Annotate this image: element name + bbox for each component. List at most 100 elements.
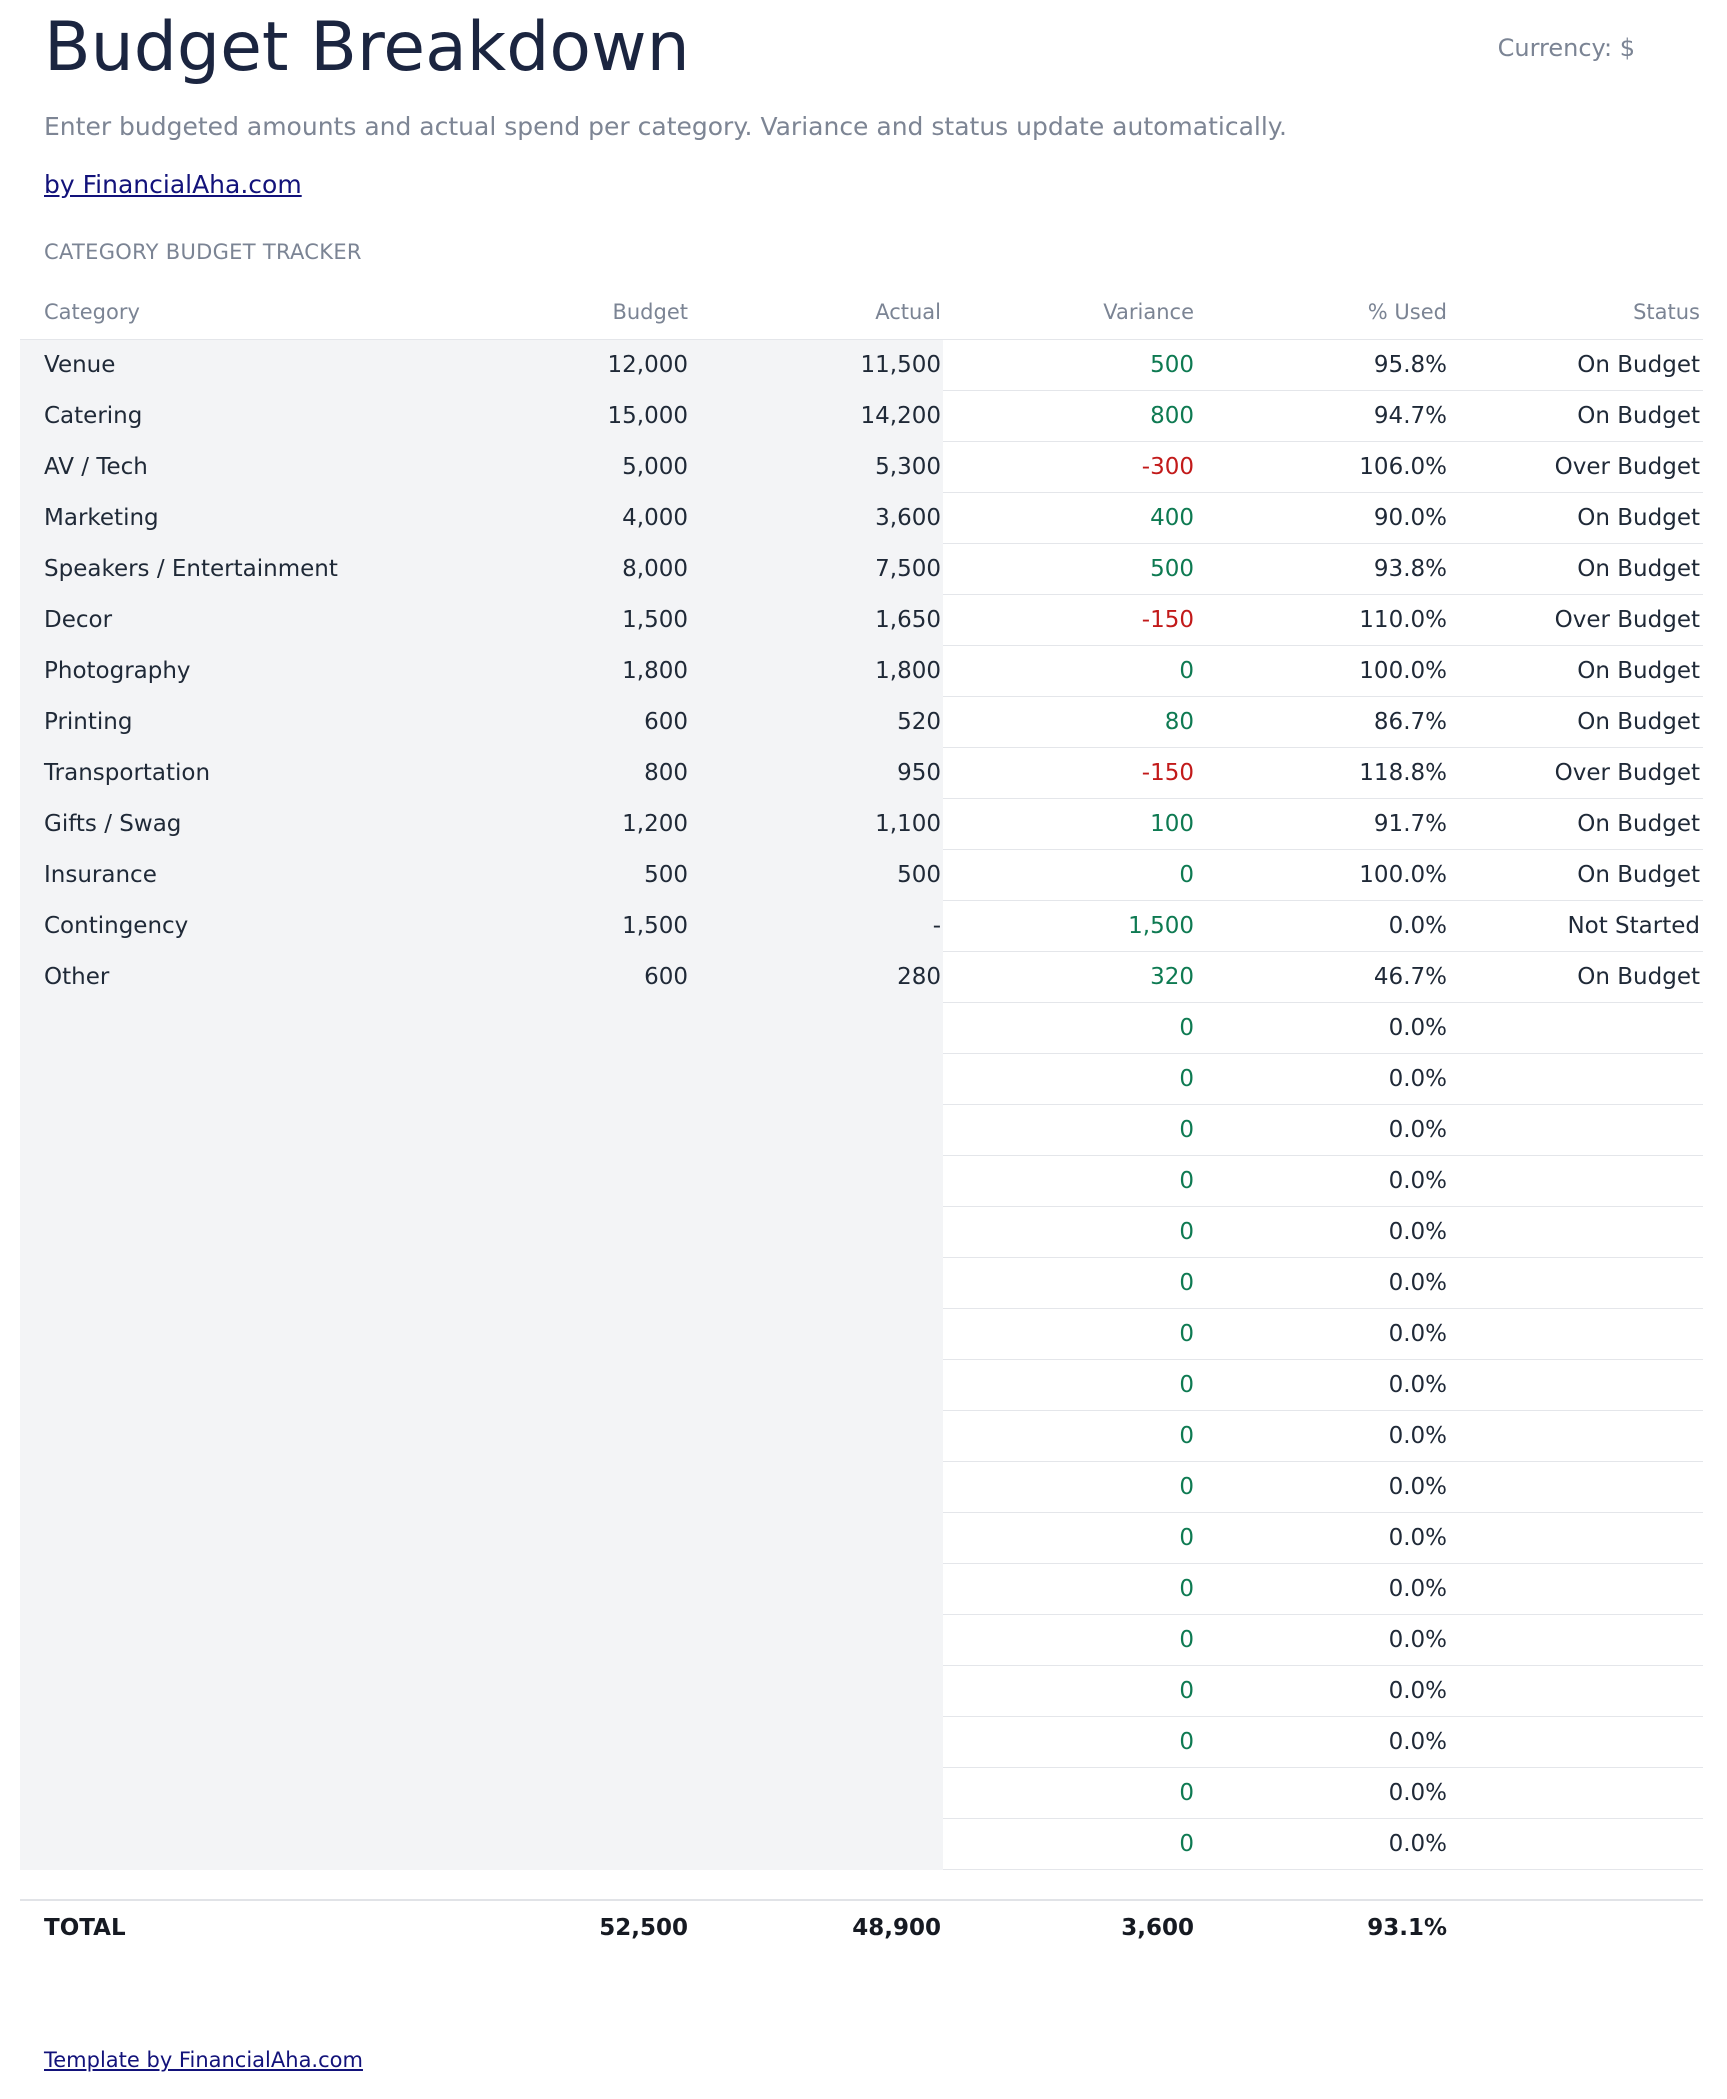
- cell-budget[interactable]: 15,000: [607, 403, 688, 429]
- table-row: 0 0.0%: [0, 1615, 1727, 1666]
- cell-pct-used: 0.0%: [1388, 1066, 1447, 1092]
- cell-pct-used: 95.8%: [1373, 352, 1447, 378]
- cell-budget[interactable]: 800: [644, 760, 688, 786]
- cell-category[interactable]: AV / Tech: [44, 454, 148, 480]
- cell-budget[interactable]: 1,500: [622, 913, 688, 939]
- cell-actual[interactable]: 1,100: [875, 811, 941, 837]
- row-divider: [943, 1563, 1703, 1564]
- cell-category[interactable]: Printing: [44, 709, 133, 735]
- page-title: Budget Breakdown: [44, 8, 690, 87]
- cell-status: On Budget: [1577, 658, 1700, 684]
- row-divider: [943, 1512, 1703, 1513]
- page-subtitle: Enter budgeted amounts and actual spend …: [44, 112, 1287, 141]
- cell-budget[interactable]: 600: [644, 709, 688, 735]
- cell-pct-used: 0.0%: [1388, 1525, 1447, 1551]
- cell-budget[interactable]: 1,200: [622, 811, 688, 837]
- cell-actual[interactable]: 520: [897, 709, 941, 735]
- cell-category[interactable]: Gifts / Swag: [44, 811, 182, 837]
- table-row: 0 0.0%: [0, 1411, 1727, 1462]
- section-heading: CATEGORY BUDGET TRACKER: [44, 240, 362, 264]
- cell-budget[interactable]: 1,800: [622, 658, 688, 684]
- cell-category[interactable]: Contingency: [44, 913, 189, 939]
- cell-category[interactable]: Photography: [44, 658, 191, 684]
- cell-actual[interactable]: 14,200: [860, 403, 941, 429]
- cell-variance: 0: [1179, 1678, 1194, 1704]
- cell-pct-used: 100.0%: [1359, 658, 1447, 684]
- table-row: 0 0.0%: [0, 1156, 1727, 1207]
- cell-status: Not Started: [1567, 913, 1700, 939]
- total-row: TOTAL 52,500 48,900 3,600 93.1%: [0, 1903, 1727, 1954]
- cell-budget[interactable]: 600: [644, 964, 688, 990]
- cell-category[interactable]: Transportation: [44, 760, 211, 786]
- cell-actual[interactable]: 500: [897, 862, 941, 888]
- cell-category[interactable]: Catering: [44, 403, 143, 429]
- row-divider: [943, 951, 1703, 952]
- table-row: Photography 1,800 1,800 0 100.0% On Budget: [0, 646, 1727, 697]
- table-row: 0 0.0%: [0, 1513, 1727, 1564]
- column-header-status: Status: [1633, 300, 1700, 324]
- row-divider: [943, 492, 1703, 493]
- cell-category[interactable]: Insurance: [44, 862, 157, 888]
- cell-budget[interactable]: 12,000: [607, 352, 688, 378]
- table-row: 0 0.0%: [0, 1717, 1727, 1768]
- cell-variance: 400: [1150, 505, 1194, 531]
- cell-actual[interactable]: 11,500: [860, 352, 941, 378]
- cell-pct-used: 0.0%: [1388, 1168, 1447, 1194]
- cell-pct-used: 86.7%: [1373, 709, 1447, 735]
- cell-status: Over Budget: [1554, 607, 1700, 633]
- cell-variance: 0: [1179, 1117, 1194, 1143]
- footer-template-link[interactable]: Template by FinancialAha.com: [44, 2048, 363, 2072]
- row-divider: [943, 1461, 1703, 1462]
- cell-actual[interactable]: 1,800: [875, 658, 941, 684]
- row-divider: [943, 1053, 1703, 1054]
- cell-status: On Budget: [1577, 862, 1700, 888]
- table-row: Other 600 280 320 46.7% On Budget: [0, 952, 1727, 1003]
- table-row: 0 0.0%: [0, 1309, 1727, 1360]
- column-header-variance: Variance: [1103, 300, 1194, 324]
- table-row: 0 0.0%: [0, 1819, 1727, 1870]
- cell-pct-used: 94.7%: [1373, 403, 1447, 429]
- row-divider: [943, 645, 1703, 646]
- cell-pct-used: 93.8%: [1373, 556, 1447, 582]
- cell-actual[interactable]: 280: [897, 964, 941, 990]
- cell-status: Over Budget: [1554, 760, 1700, 786]
- cell-pct-used: 0.0%: [1388, 1219, 1447, 1245]
- cell-budget[interactable]: 1,500: [622, 607, 688, 633]
- row-divider: [943, 798, 1703, 799]
- table-row: 0 0.0%: [0, 1768, 1727, 1819]
- cell-actual[interactable]: 1,650: [875, 607, 941, 633]
- byline-link[interactable]: by FinancialAha.com: [44, 170, 302, 199]
- cell-actual[interactable]: -: [932, 913, 941, 939]
- cell-variance: 500: [1150, 556, 1194, 582]
- cell-category[interactable]: Marketing: [44, 505, 159, 531]
- row-divider: [943, 747, 1703, 748]
- row-divider: [943, 1206, 1703, 1207]
- cell-budget[interactable]: 8,000: [622, 556, 688, 582]
- cell-budget[interactable]: 5,000: [622, 454, 688, 480]
- cell-actual[interactable]: 3,600: [875, 505, 941, 531]
- cell-category[interactable]: Other: [44, 964, 110, 990]
- table-row: Marketing 4,000 3,600 400 90.0% On Budget: [0, 493, 1727, 544]
- column-header-actual: Actual: [875, 300, 941, 324]
- cell-variance: 0: [1179, 1270, 1194, 1296]
- cell-category[interactable]: Decor: [44, 607, 113, 633]
- cell-actual[interactable]: 950: [897, 760, 941, 786]
- cell-actual[interactable]: 7,500: [875, 556, 941, 582]
- cell-pct-used: 0.0%: [1388, 1678, 1447, 1704]
- table-header-row: Category Budget Actual Variance % Used S…: [0, 287, 1727, 338]
- table-row: 0 0.0%: [0, 1003, 1727, 1054]
- row-divider: [943, 1410, 1703, 1411]
- table-row: Insurance 500 500 0 100.0% On Budget: [0, 850, 1727, 901]
- cell-pct-used: 46.7%: [1373, 964, 1447, 990]
- cell-pct-used: 90.0%: [1373, 505, 1447, 531]
- cell-variance: 0: [1179, 1066, 1194, 1092]
- cell-category[interactable]: Venue: [44, 352, 116, 378]
- cell-budget[interactable]: 500: [644, 862, 688, 888]
- table-row: Transportation 800 950 -150 118.8% Over Budge…: [0, 748, 1727, 799]
- cell-actual[interactable]: 5,300: [875, 454, 941, 480]
- cell-pct-used: 0.0%: [1388, 1321, 1447, 1347]
- cell-variance: 0: [1179, 1780, 1194, 1806]
- cell-budget[interactable]: 4,000: [622, 505, 688, 531]
- cell-category[interactable]: Speakers / Entertainment: [44, 556, 338, 582]
- table-row: 0 0.0%: [0, 1207, 1727, 1258]
